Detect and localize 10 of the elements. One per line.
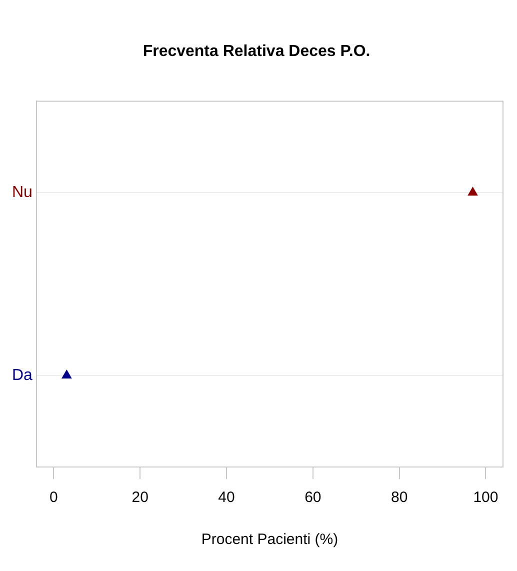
x-tick-label: 60 (304, 489, 322, 506)
x-tick-label: 40 (218, 489, 235, 506)
chart-title: Frecventa Relativa Deces P.O. (142, 43, 370, 60)
x-tick-label: 20 (132, 489, 148, 506)
y-tick-label: Nu (12, 184, 32, 202)
y-tick-label: Da (12, 366, 33, 384)
x-tick-label: 80 (390, 489, 408, 506)
x-tick-label: 100 (473, 489, 498, 506)
x-tick-label: 0 (50, 489, 58, 506)
x-axis-title: Procent Pacienti (%) (201, 531, 338, 548)
